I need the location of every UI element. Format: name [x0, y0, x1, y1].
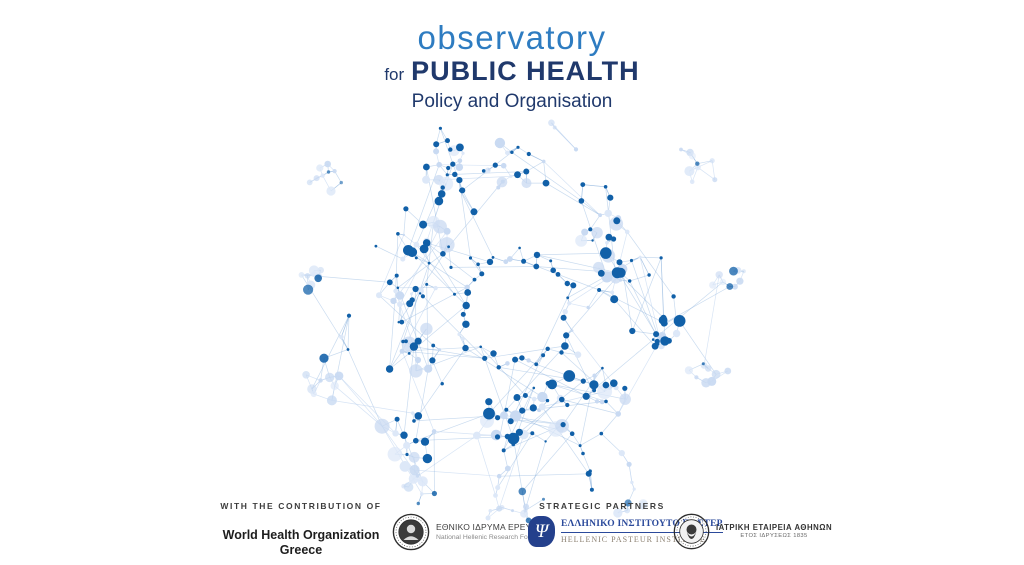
nhrf-names: ΕΘΝΙΚΟ ΙΔΡΥΜΑ ΕΡΕΥΝΩΝ National Hellenic …	[436, 522, 554, 542]
partner-nhrf: ΕΘΝΙΚΟ ΙΔΡΥΜΑ ΕΡΕΥΝΩΝ National Hellenic …	[392, 513, 554, 551]
who-greece-wordmark: World Health Organization Greece	[176, 528, 426, 558]
nhrf-name-en: National Hellenic Research Foundation	[436, 533, 554, 541]
pasteur-names: ΕΛΛΗΝΙΚΟ ΙΝΣΤΙΤΟΥΤΟ ΠΑΣΤΕΡ HELLENIC PAST…	[561, 519, 723, 544]
logo-lockup: observatory for PUBLIC HEALTH Policy and …	[0, 20, 1024, 113]
aema-name-el: ΙΑΤΡΙΚΗ ΕΤΑΙΡΕΙΑ ΑΘΗΝΩΝ	[716, 522, 833, 532]
brand-title-line: for PUBLIC HEALTH	[0, 57, 1024, 90]
partner-athens-medical-society: ΙΑΤΡΙΚΗ ΕΤΑΙΡΕΙΑ ΑΘΗΝΩΝ ΕΤΟΣ ΙΔΡΥΣΕΩΣ 18…	[673, 513, 832, 550]
pasteur-name-en: HELLENIC PASTEUR INSTITUTE	[561, 535, 706, 544]
strategic-partners-label: STRATEGIC PARTNERS	[539, 501, 665, 511]
contribution-block: WITH THE CONTRIBUTION OF World Health Or…	[176, 501, 426, 558]
nhrf-name-el: ΕΘΝΙΚΟ ΙΔΡΥΜΑ ΕΡΕΥΝΩΝ	[436, 522, 551, 533]
who-line1: World Health Organization	[222, 528, 380, 542]
pasteur-name-el: ΕΛΛΗΝΙΚΟ ΙΝΣΤΙΤΟΥΤΟ ΠΑΣΤΕΡ	[561, 519, 723, 533]
who-line2: Greece	[279, 543, 323, 557]
pasteur-logo: Ψ	[528, 516, 555, 547]
brand-observatory: observatory	[417, 19, 607, 56]
partner-pasteur: Ψ ΕΛΛΗΝΙΚΟ ΙΝΣΤΙΤΟΥΤΟ ΠΑΣΤΕΡ HELLENIC PA…	[528, 516, 723, 547]
brand-for: for	[384, 65, 405, 84]
brand-subtitle: Policy and Organisation	[411, 91, 613, 112]
aema-names: ΙΑΤΡΙΚΗ ΕΤΑΙΡΕΙΑ ΑΘΗΝΩΝ ΕΤΟΣ ΙΔΡΥΣΕΩΣ 18…	[716, 523, 832, 541]
aema-founded-line: ΕΤΟΣ ΙΔΡΥΣΕΩΣ 1835	[740, 533, 808, 540]
nhrf-seal-logo	[392, 513, 430, 551]
contribution-label: WITH THE CONTRIBUTION OF	[220, 501, 382, 511]
brand-public-health: PUBLIC HEALTH	[411, 56, 640, 86]
athens-medical-society-seal-logo	[673, 513, 710, 550]
pasteur-psi-icon: Ψ	[534, 521, 549, 542]
